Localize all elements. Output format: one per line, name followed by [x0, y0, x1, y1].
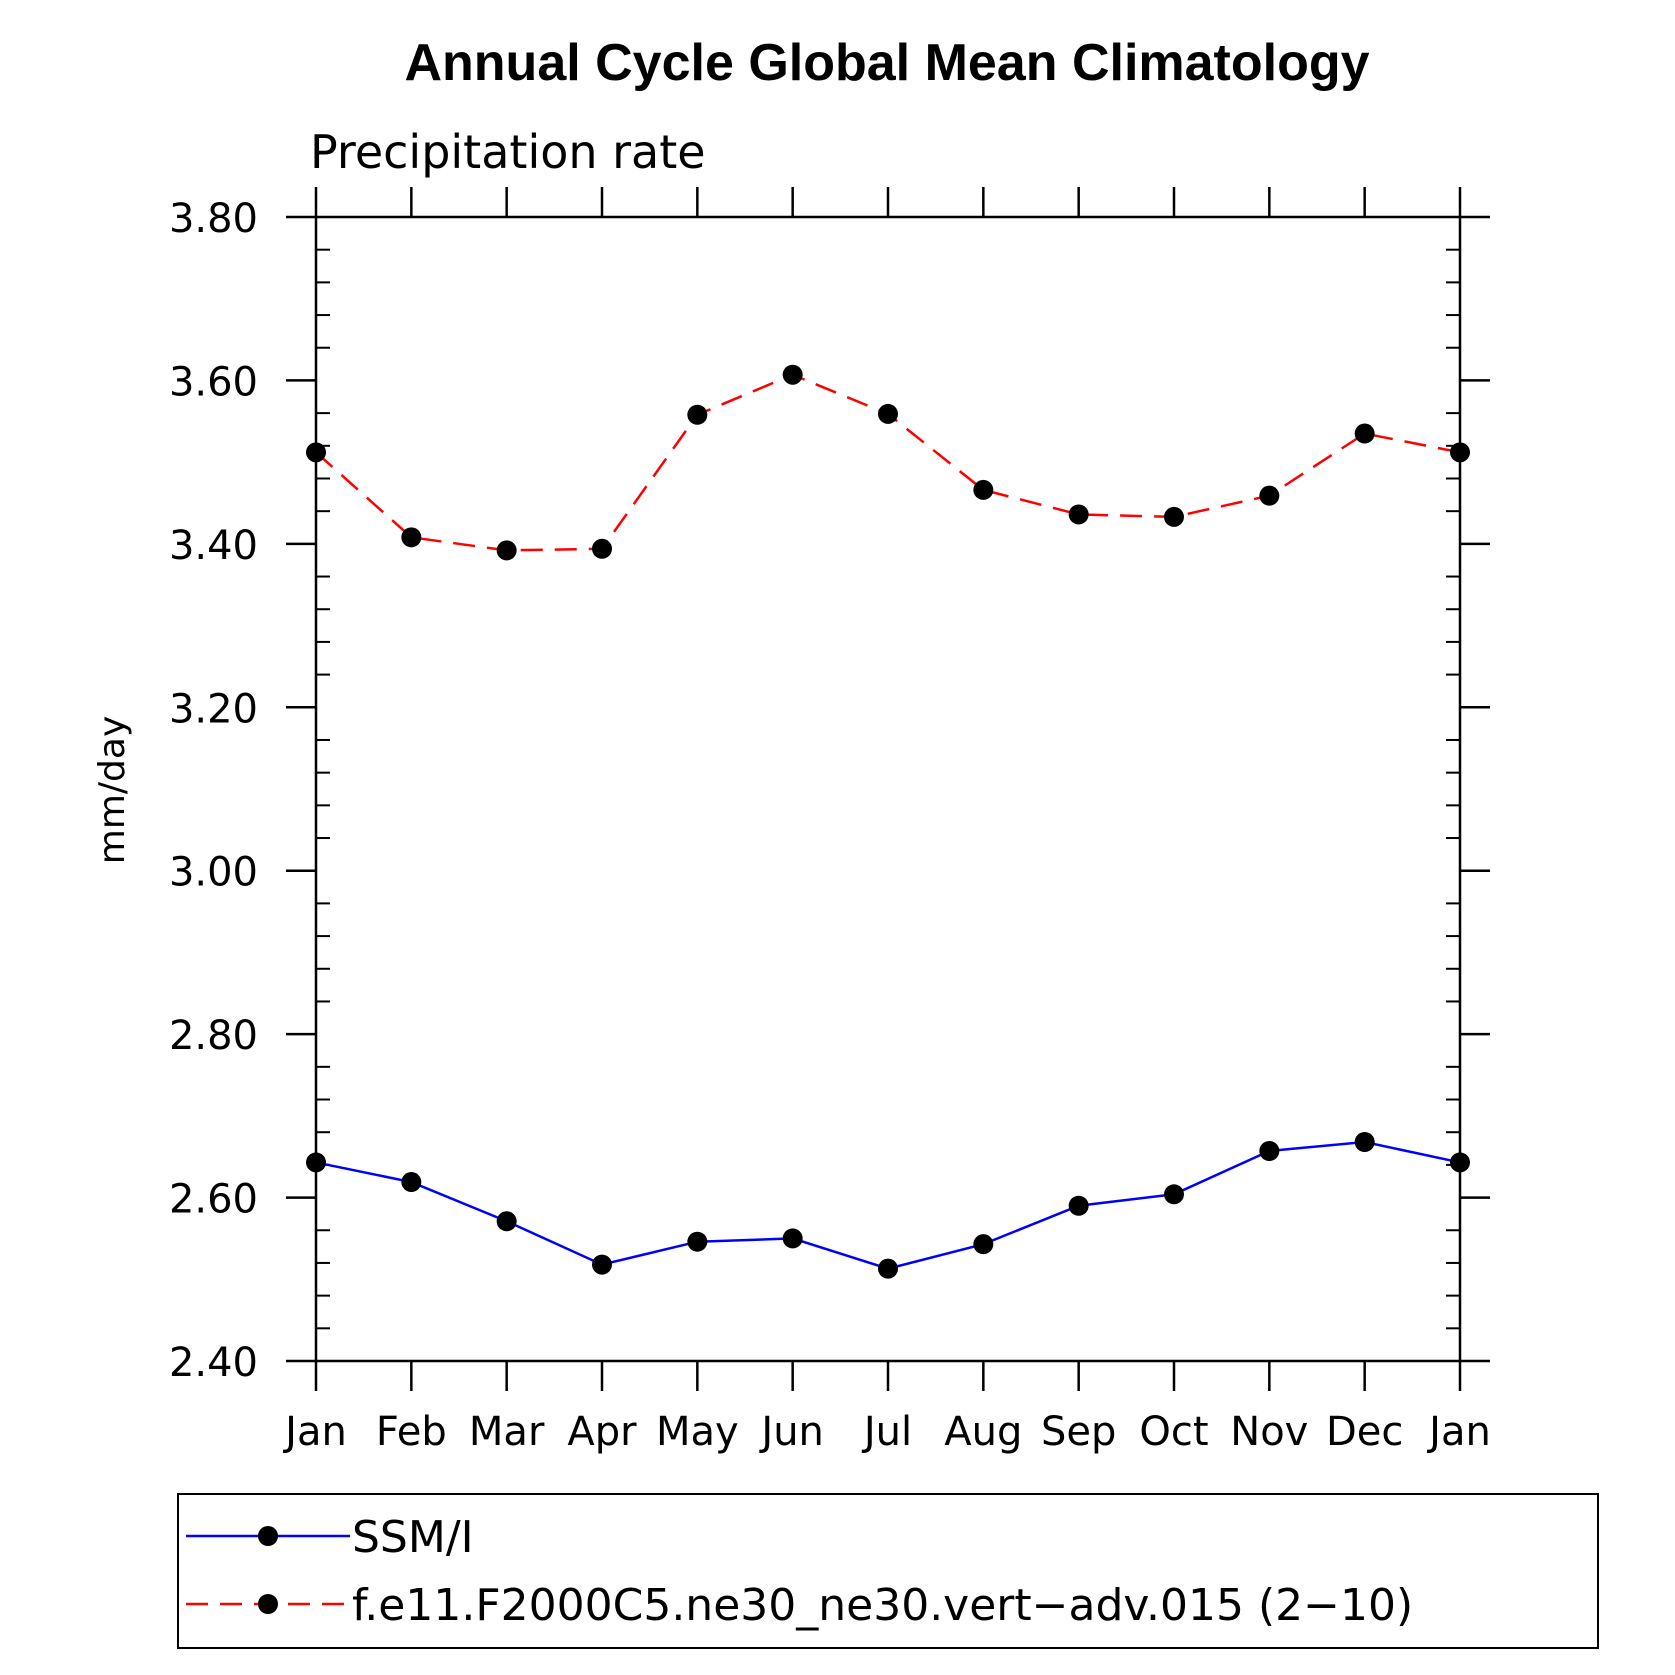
- data-point: [1068, 504, 1089, 525]
- series-line-0: [315, 1140, 1461, 1270]
- y-tick-label: 3.20: [169, 686, 258, 732]
- legend-label: f.e11.F2000C5.ne30_ne30.vert−adv.015 (2−…: [352, 1580, 1413, 1631]
- chart-subtitle: Precipitation rate: [310, 125, 706, 179]
- y-tick-label: 2.80: [169, 1013, 258, 1059]
- x-tick-label: Jan: [1426, 1409, 1491, 1455]
- y-axis-label: mm/day: [92, 716, 133, 864]
- data-point: [1354, 1132, 1375, 1153]
- data-point: [496, 1211, 517, 1232]
- data-point: [592, 1254, 612, 1275]
- data-point: [782, 1228, 803, 1249]
- x-tick-label: Sep: [1041, 1409, 1116, 1455]
- legend-label: SSM/I: [352, 1512, 474, 1563]
- data-point: [1164, 1184, 1184, 1205]
- data-point: [1450, 442, 1470, 463]
- data-point: [1259, 1140, 1280, 1161]
- x-tick-label: Jun: [758, 1409, 824, 1455]
- data-point: [782, 364, 803, 385]
- data-point: [687, 404, 708, 425]
- x-tick-label: Feb: [376, 1409, 447, 1455]
- axes: Jan Feb Mar Apr May Jun Jul Aug Sep Oct Nov Dec Jan 2…: [169, 187, 1491, 1455]
- x-tick-label: Dec: [1326, 1409, 1403, 1455]
- x-tick-label: Nov: [1230, 1409, 1308, 1455]
- series-layer: [306, 364, 1470, 1279]
- y-tick-label: 3.40: [169, 523, 258, 569]
- data-point: [878, 403, 898, 424]
- series-line-1: [315, 373, 1461, 552]
- y-tick-label: 3.00: [169, 850, 258, 896]
- x-tick-label: Aug: [944, 1409, 1022, 1455]
- data-point: [687, 1231, 708, 1252]
- y-tick-label: 3.80: [169, 196, 258, 242]
- plot-frame: [314, 215, 1462, 1363]
- x-tick-label: Mar: [469, 1409, 545, 1455]
- data-point: [401, 527, 422, 548]
- x-tick-label: Jul: [861, 1409, 912, 1455]
- data-point: [1450, 1152, 1470, 1173]
- y-tick-label: 3.60: [169, 359, 258, 405]
- data-point: [496, 540, 517, 561]
- data-point: [1164, 506, 1184, 527]
- legend-box: [177, 1493, 1599, 1649]
- data-point: [1354, 423, 1375, 444]
- y-tick-label: 2.40: [169, 1340, 258, 1386]
- chart-title: Annual Cycle Global Mean Climatology: [404, 34, 1369, 92]
- legend-marker: [258, 1594, 278, 1614]
- data-point: [306, 442, 326, 463]
- data-point: [1068, 1195, 1089, 1216]
- x-tick-label: Apr: [567, 1409, 637, 1455]
- data-point: [878, 1258, 898, 1279]
- legend-marker: [258, 1526, 278, 1546]
- data-point: [401, 1172, 422, 1193]
- legend: SSM/I f.e11.F2000C5.ne30_ne30.vert−adv.01…: [177, 1493, 1599, 1649]
- x-tick-label: Jan: [282, 1409, 347, 1455]
- data-point: [973, 479, 994, 500]
- x-tick-label: Oct: [1139, 1409, 1208, 1455]
- data-point: [973, 1234, 994, 1255]
- data-point: [592, 538, 612, 559]
- data-point: [306, 1152, 326, 1173]
- data-point: [1259, 485, 1280, 506]
- y-tick-label: 2.60: [169, 1177, 258, 1223]
- x-tick-label: May: [656, 1409, 739, 1455]
